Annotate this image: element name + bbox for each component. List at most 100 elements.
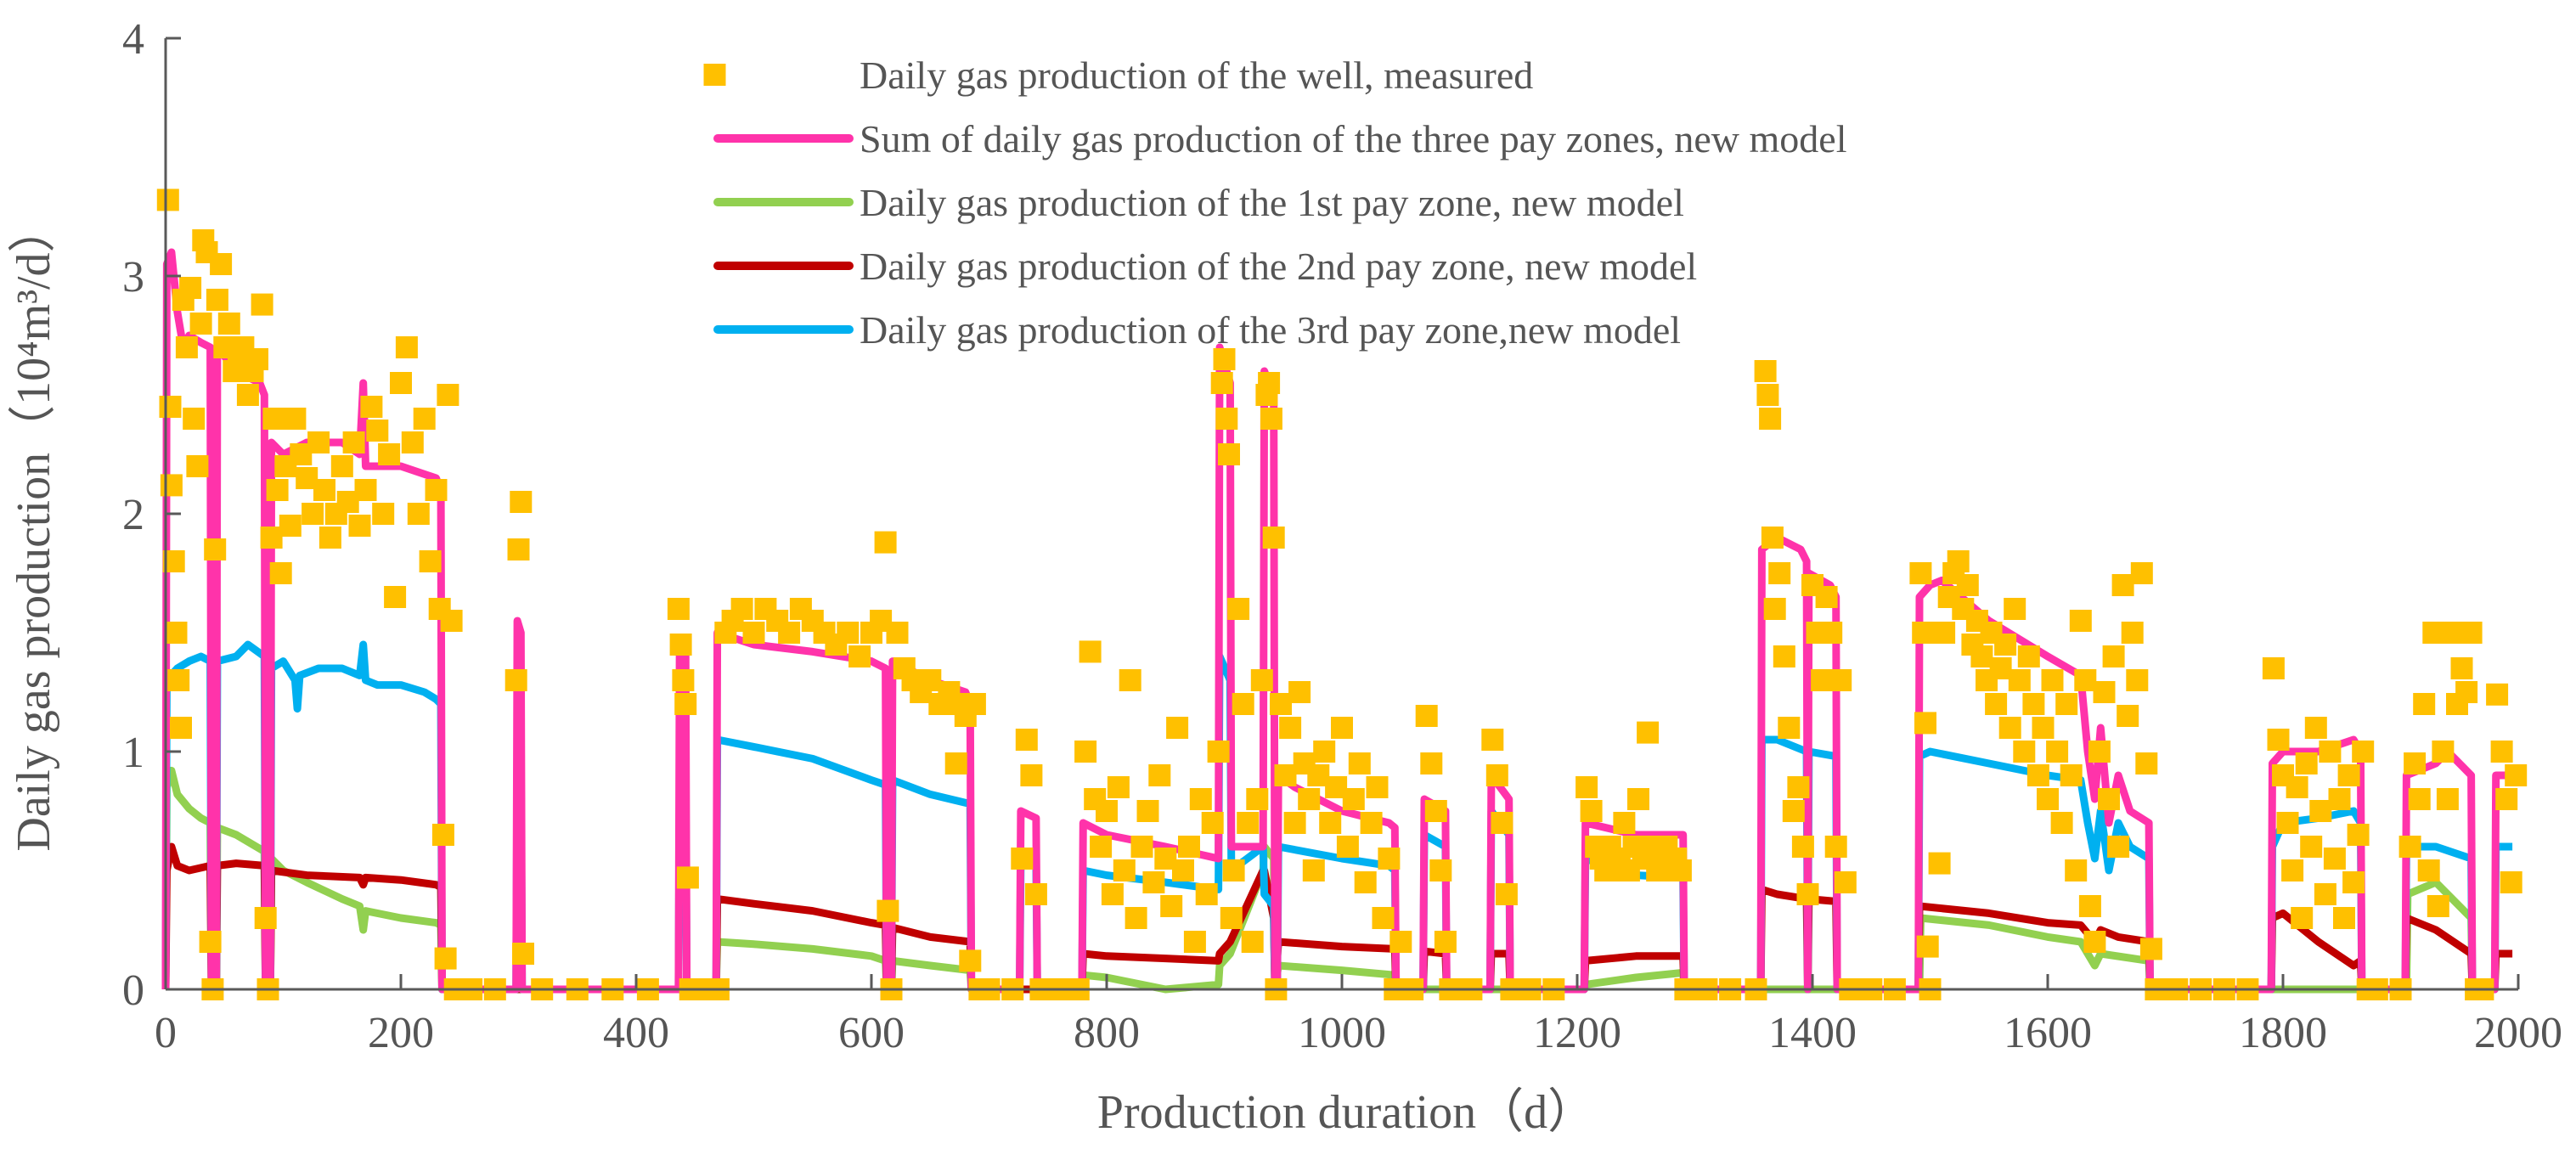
measured-point-63 [431, 824, 454, 846]
legend-label-2: Daily gas production of the 1st pay zone… [860, 181, 1684, 224]
measured-point-247 [1824, 836, 1847, 858]
measured-point-0 [156, 189, 179, 211]
measured-point-216 [1627, 788, 1649, 810]
measured-point-292 [2088, 741, 2111, 763]
y-tick-label-0: 0 [122, 966, 144, 1015]
measured-point-303 [2139, 938, 2162, 960]
measured-point-339 [2432, 741, 2455, 763]
measured-point-160 [1246, 788, 1269, 810]
measured-point-352 [2505, 764, 2528, 786]
measured-point-274 [2004, 598, 2026, 620]
measured-point-170 [1283, 812, 1306, 834]
measured-point-238 [1782, 800, 1805, 822]
measured-point-31 [260, 527, 283, 549]
measured-point-92 [778, 622, 801, 644]
measured-point-56 [395, 336, 418, 358]
measured-point-50 [360, 396, 383, 418]
measured-point-327 [2347, 824, 2370, 846]
x-tick-label-1800: 1800 [2239, 1009, 2327, 1057]
measured-point-149 [1207, 741, 1230, 763]
measured-point-249 [1834, 871, 1857, 893]
legend-label-1: Sum of daily gas production of the three… [860, 117, 1847, 161]
measured-point-135 [1125, 907, 1147, 929]
measured-point-184 [1360, 812, 1383, 834]
measured-point-34 [269, 562, 292, 584]
measured-point-53 [378, 443, 401, 465]
y-tick-label-3: 3 [122, 253, 144, 301]
measured-point-278 [2022, 693, 2045, 715]
measured-point-195 [1434, 931, 1457, 953]
measured-point-187 [1378, 848, 1401, 870]
measured-point-61 [425, 479, 448, 501]
measured-point-10 [183, 408, 206, 430]
measured-point-279 [2026, 764, 2049, 786]
measured-point-41 [307, 431, 330, 453]
measured-point-314 [2286, 776, 2308, 798]
measured-point-88 [730, 598, 753, 620]
measured-point-179 [1331, 717, 1353, 739]
measured-point-201 [1495, 883, 1518, 905]
measured-point-324 [2333, 907, 2355, 929]
measured-point-37 [284, 408, 307, 430]
measured-point-144 [1178, 836, 1200, 858]
measured-point-313 [2281, 859, 2304, 881]
measured-point-276 [2013, 741, 2036, 763]
legend: Daily gas production of the well, measur… [703, 54, 1847, 352]
measured-point-148 [1201, 812, 1224, 834]
measured-point-150 [1210, 372, 1233, 394]
measured-point-108 [919, 669, 942, 691]
measured-point-134 [1119, 669, 1141, 691]
measured-point-52 [372, 503, 395, 525]
measured-point-72 [510, 491, 533, 513]
measured-point-275 [2008, 669, 2031, 691]
measured-point-333 [2404, 752, 2427, 774]
measured-point-1 [159, 396, 182, 418]
measured-point-349 [2490, 741, 2513, 763]
measured-point-291 [2083, 931, 2106, 953]
measured-point-191 [1415, 705, 1438, 727]
measured-point-17 [204, 538, 227, 560]
measured-point-332 [2398, 836, 2421, 858]
measured-point-102 [877, 899, 899, 922]
measured-point-66 [440, 610, 463, 632]
measured-point-29 [254, 907, 277, 929]
measured-point-173 [1298, 788, 1321, 810]
measured-point-169 [1279, 717, 1302, 739]
measured-point-271 [1989, 657, 2012, 679]
measured-point-133 [1113, 859, 1136, 881]
measured-point-115 [963, 693, 986, 715]
measured-point-89 [742, 622, 765, 644]
measured-point-232 [1759, 408, 1782, 430]
measured-point-294 [2098, 788, 2120, 810]
measured-point-21 [217, 313, 240, 335]
measured-point-213 [1613, 812, 1636, 834]
measured-point-230 [1754, 360, 1777, 382]
measured-point-234 [1763, 598, 1786, 620]
measured-point-158 [1237, 812, 1260, 834]
measured-point-142 [1166, 717, 1189, 739]
measured-point-49 [354, 479, 377, 501]
measured-point-136 [1130, 836, 1153, 858]
measured-point-288 [2069, 610, 2092, 632]
measured-point-258 [1928, 852, 1951, 875]
measured-point-325 [2337, 764, 2360, 786]
measured-point-131 [1101, 883, 1124, 905]
measured-point-192 [1420, 752, 1443, 774]
measured-point-235 [1768, 562, 1791, 584]
measured-point-81 [674, 693, 697, 715]
measured-point-159 [1241, 931, 1264, 953]
y-axis-title: Daily gas production（10⁴m³/d） [8, 205, 60, 851]
measured-point-27 [246, 348, 268, 370]
measured-point-328 [2352, 741, 2375, 763]
measured-point-290 [2078, 895, 2101, 917]
measured-point-2 [160, 474, 183, 497]
measured-point-155 [1222, 859, 1245, 881]
measured-point-236 [1773, 645, 1795, 667]
y-tick-label-1: 1 [122, 729, 144, 777]
legend-label-0: Daily gas production of the well, measur… [860, 54, 1533, 97]
measured-point-246 [1820, 622, 1843, 644]
measured-point-194 [1429, 859, 1452, 881]
measured-point-287 [2065, 859, 2088, 881]
measured-point-253 [1909, 562, 1932, 584]
